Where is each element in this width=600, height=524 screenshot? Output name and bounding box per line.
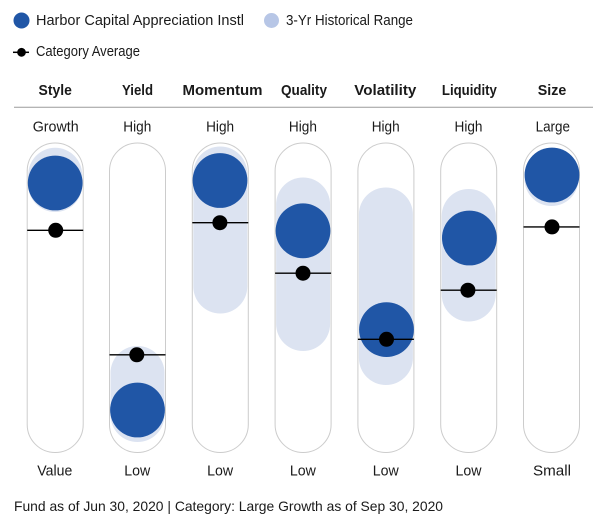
svg-text:Yield: Yield [122, 82, 153, 99]
svg-text:Small: Small [533, 463, 571, 480]
svg-text:Momentum: Momentum [183, 82, 263, 99]
svg-text:Low: Low [207, 463, 233, 480]
svg-text:High: High [289, 118, 317, 135]
svg-text:Low: Low [456, 463, 482, 480]
svg-text:Growth: Growth [33, 118, 79, 135]
svg-text:Low: Low [124, 463, 150, 480]
svg-text:Volatility: Volatility [354, 82, 417, 99]
svg-text:High: High [206, 118, 234, 135]
svg-text:Quality: Quality [281, 82, 328, 99]
svg-text:Harbor Capital Appreciation In: Harbor Capital Appreciation Instl [36, 12, 244, 29]
svg-text:Liquidity: Liquidity [442, 82, 498, 99]
svg-text:Value: Value [37, 463, 72, 480]
svg-text:High: High [372, 118, 400, 135]
svg-text:Low: Low [290, 463, 316, 480]
svg-text:High: High [455, 118, 483, 135]
svg-text:Style: Style [39, 82, 72, 99]
svg-text:Large: Large [536, 118, 570, 135]
svg-text:High: High [123, 118, 151, 135]
svg-text:Low: Low [373, 463, 399, 480]
svg-text:Category Average: Category Average [36, 43, 140, 60]
svg-text:Fund as of Jun 30, 2020 | Cate: Fund as of Jun 30, 2020 | Category: Larg… [14, 498, 443, 514]
svg-text:3-Yr Historical Range: 3-Yr Historical Range [286, 12, 413, 29]
svg-text:Size: Size [538, 82, 567, 99]
